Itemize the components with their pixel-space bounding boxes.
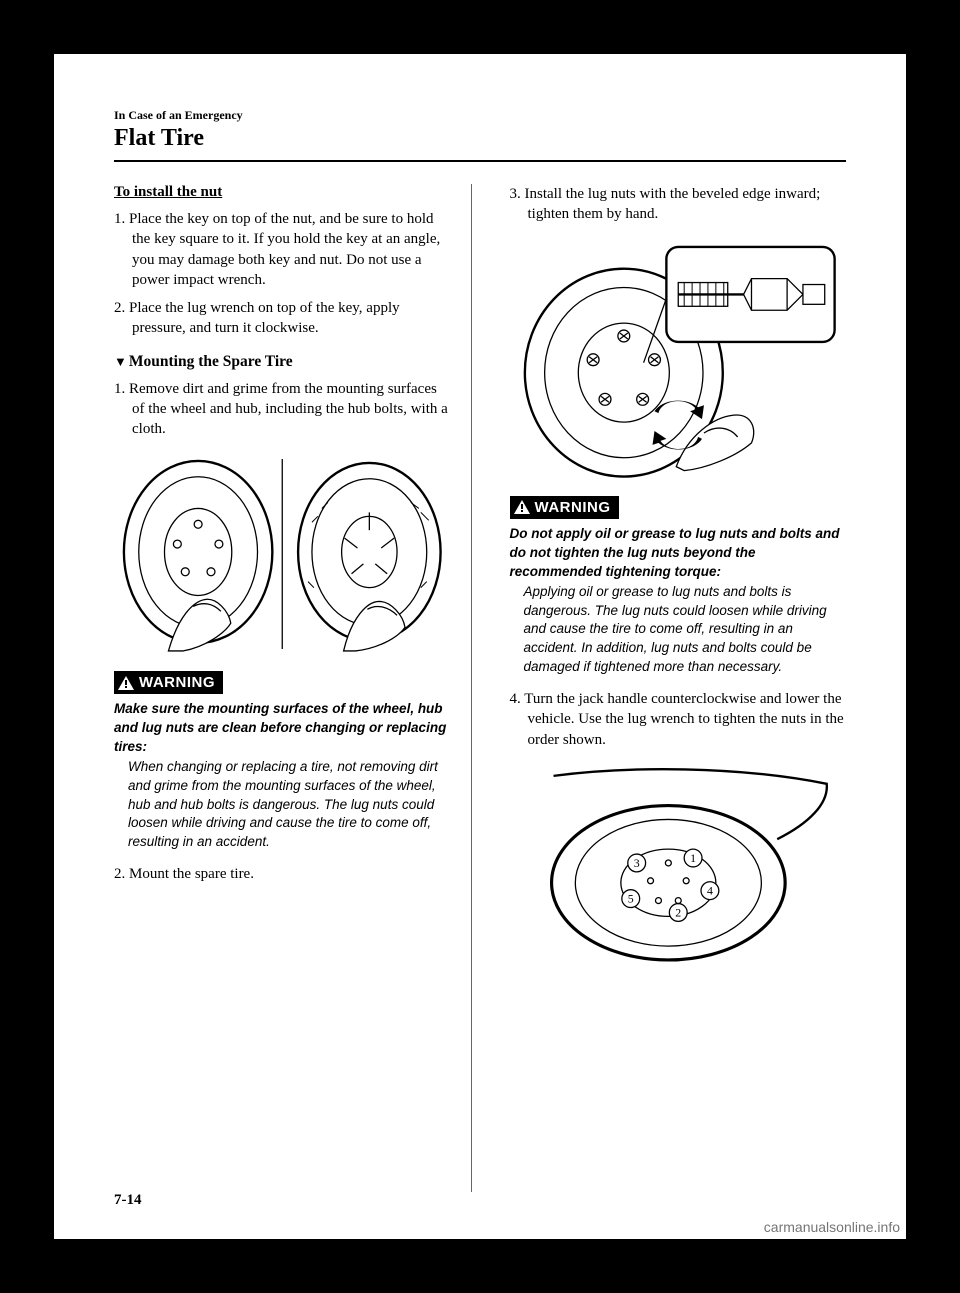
subhead-mounting-spare: Mounting the Spare Tire	[114, 353, 451, 371]
mount-steps-a: 1. Remove dirt and grime from the mounti…	[114, 379, 451, 440]
warning-text: Make sure the mounting surfaces of the w…	[114, 700, 451, 852]
subhead-install-nut: To install the nut	[114, 184, 451, 201]
order-5: 5	[627, 891, 633, 905]
warning-badge: WARNING	[510, 496, 619, 519]
warning-icon	[514, 500, 530, 514]
figure-tighten-order: 1 2 3 4 5	[510, 764, 847, 962]
warning-lead: Make sure the mounting surfaces of the w…	[114, 700, 451, 757]
page-title: Flat Tire	[114, 125, 846, 152]
columns: To install the nut 1. Place the key on t…	[114, 184, 846, 1192]
page-number: 7-14	[114, 1192, 846, 1209]
warning-badge: WARNING	[114, 671, 223, 694]
warning-lead: Do not apply oil or grease to lug nuts a…	[510, 525, 847, 582]
order-3: 3	[633, 856, 639, 870]
page: In Case of an Emergency Flat Tire To ins…	[54, 54, 906, 1239]
order-2: 2	[675, 905, 681, 919]
list-item: 2. Place the lug wrench on top of the ke…	[114, 298, 451, 339]
list-item: 4. Turn the jack handle counterclockwise…	[510, 689, 847, 750]
page-wrapper: In Case of an Emergency Flat Tire To ins…	[0, 0, 960, 1293]
list-item: 2. Mount the spare tire.	[114, 864, 451, 884]
warning-body: When changing or replacing a tire, not r…	[114, 758, 451, 852]
header-rule	[114, 160, 846, 162]
column-left: To install the nut 1. Place the key on t…	[114, 184, 472, 1192]
column-right: 3. Install the lug nuts with the beveled…	[502, 184, 847, 1192]
list-item: 1. Place the key on top of the nut, and …	[114, 209, 451, 290]
right-steps-b: 4. Turn the jack handle counterclockwise…	[510, 689, 847, 750]
figure-install-lugnut	[510, 239, 847, 481]
warning-label: WARNING	[535, 499, 611, 516]
list-item: 1. Remove dirt and grime from the mounti…	[114, 379, 451, 440]
warning-text: Do not apply oil or grease to lug nuts a…	[510, 525, 847, 677]
watermark: carmanualsonline.info	[764, 1219, 900, 1235]
figure-clean-wheel-hub	[114, 453, 451, 656]
list-item: 3. Install the lug nuts with the beveled…	[510, 184, 847, 225]
warning-icon	[118, 676, 134, 690]
breadcrumb: In Case of an Emergency	[114, 108, 846, 123]
warning-label: WARNING	[139, 674, 215, 691]
order-1: 1	[690, 851, 696, 865]
warning-body: Applying oil or grease to lug nuts and b…	[510, 583, 847, 677]
right-steps-a: 3. Install the lug nuts with the beveled…	[510, 184, 847, 225]
install-steps: 1. Place the key on top of the nut, and …	[114, 209, 451, 339]
order-4: 4	[706, 883, 712, 897]
mount-steps-b: 2. Mount the spare tire.	[114, 864, 451, 884]
